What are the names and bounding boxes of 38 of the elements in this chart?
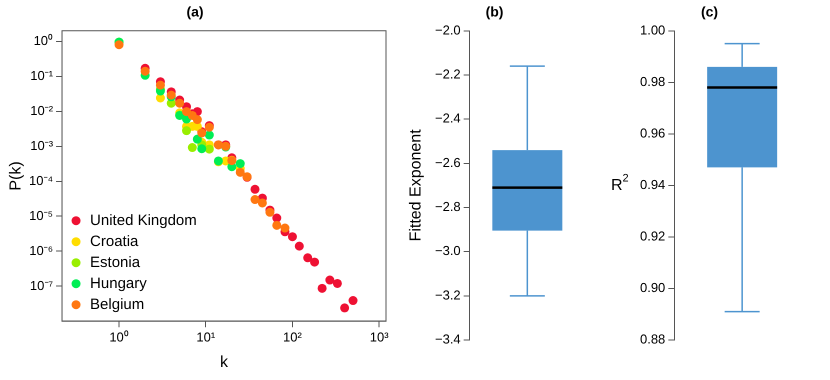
y-tick-label: 10⁻⁵ [29,208,54,223]
y-tick-label: 0.90 [640,280,666,296]
x-tick-label: 10³ [370,330,390,345]
y-tick-label: −3.0 [434,243,461,258]
y-tick-label: 10⁻⁴ [29,172,54,188]
chart-title: (a) [186,3,204,20]
y-tick-label: −2.2 [434,66,461,82]
legend-label: Estonia [90,254,141,271]
y-tick-label: 10⁻² [30,102,54,118]
y-tick-label: 10⁻⁷ [30,278,54,293]
y-tick-label: 0.96 [640,125,666,140]
y-axis-title: P(k) [7,161,24,191]
y-tick-label: 10⁻¹ [30,68,54,83]
legend-label: Croatia [90,232,140,250]
legend-label: United Kingdom [90,212,197,229]
y-tick-label: 10⁰ [34,32,54,48]
legend-label: Belgium [90,296,144,313]
y-tick-label: 10⁻³ [30,138,54,153]
y-tick-label: 0.98 [640,74,666,89]
y-axis-title: Fitted Exponent [407,128,424,242]
x-tick-label: 10¹ [196,330,216,345]
x-tick-label: 10⁰ [109,330,129,345]
y-tick-label: −2.8 [434,199,461,214]
y-tick-label: −2.4 [434,110,461,126]
y-tick-label: −3.2 [434,287,461,302]
y-tick-label: −2.6 [434,154,461,170]
y-tick-label: 0.88 [640,332,666,347]
y-tick-label: 10⁻⁶ [29,242,54,258]
x-tick-label: 10² [283,330,303,345]
x-axis-title: k [220,354,230,371]
y-tick-label: −2.0 [434,22,461,38]
legend-label: Hungary [90,274,148,292]
y-tick-label: 0.92 [640,228,666,244]
chart-title: (c) [700,3,718,20]
chart-title: (b) [486,3,504,20]
y-tick-label: 1.00 [640,22,666,38]
y-tick-label: 0.94 [640,176,666,192]
y-tick-label: −3.4 [434,332,461,347]
